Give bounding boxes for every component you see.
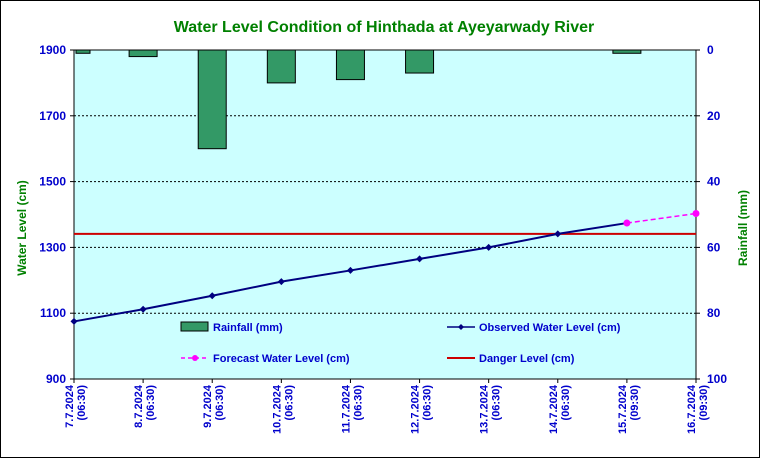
observed-water-level-series: [70, 219, 631, 325]
legend-item-danger: Danger Level (cm): [447, 353, 575, 365]
left-y-axis-title: Water Level (cm): [15, 180, 29, 276]
plot-area: [73, 49, 697, 380]
right-tick-label: 40: [707, 175, 721, 189]
left-tick-label: 1500: [39, 175, 66, 189]
observed-point: [416, 255, 424, 263]
rainfall-bar: [266, 49, 296, 84]
left-y-axis: 1900 1700 1500 1300 1100 900: [39, 43, 74, 386]
rainfall-bar: [335, 49, 365, 81]
x-tick-label: 7.7.2024(06:30): [64, 384, 88, 428]
legend-item-observed: Observed Water Level (cm): [447, 322, 621, 334]
chart-title: Water Level Condition of Hinthada at Aye…: [174, 19, 595, 36]
right-tick-label: 20: [707, 109, 721, 123]
legend: Rainfall (mm) Observed Water Level (cm) …: [180, 321, 621, 365]
legend-item-rainfall: Rainfall (mm): [180, 321, 283, 334]
rainfall-bar: [75, 49, 91, 54]
legend-label-observed: Observed Water Level (cm): [479, 322, 621, 334]
right-y-axis-title: Rainfall (mm): [736, 190, 750, 266]
x-tick-label: 10.7.2024(06:30): [271, 384, 295, 434]
forecast-point: [623, 219, 631, 227]
right-tick-label: 0: [707, 43, 714, 57]
observed-point: [277, 278, 285, 286]
observed-point: [70, 317, 78, 325]
x-tick-label: 12.7.2024(06:30): [410, 384, 434, 434]
x-axis: 7.7.2024(06:30) 8.7.2024(06:30) 9.7.2024(0…: [64, 379, 710, 434]
x-tick-label: 13.7.2024(06:30): [479, 384, 503, 434]
legend-swatch-rainfall: [180, 321, 209, 332]
forecast-water-level-series: [623, 210, 700, 227]
legend-marker-observed: [458, 324, 464, 330]
legend-label-rainfall: Rainfall (mm): [213, 322, 283, 334]
x-tick-label: 16.7.2024(09:30): [686, 384, 710, 434]
right-tick-label: 60: [707, 240, 721, 254]
left-tick-label: 1700: [39, 109, 66, 123]
x-tick-label: 8.7.2024(06:30): [133, 384, 157, 428]
forecast-line: [626, 212, 697, 224]
right-y-axis: 0 20 40 60 80 100: [696, 43, 727, 386]
rainfall-bar: [612, 49, 642, 54]
rainfall-bar: [128, 49, 158, 58]
left-tick-label: 1900: [39, 43, 66, 57]
x-tick-label: 11.7.2024(06:30): [340, 384, 364, 433]
rainfall-bar: [405, 49, 435, 74]
observed-point: [139, 305, 147, 313]
x-tick-label: 14.7.2024(06:30): [548, 384, 572, 434]
left-tick-label: 1300: [39, 240, 66, 254]
legend-label-danger: Danger Level (cm): [479, 353, 575, 365]
legend-marker-forecast: [192, 355, 198, 361]
left-tick-label: 900: [46, 372, 66, 386]
observed-point: [485, 243, 493, 251]
forecast-point: [692, 210, 700, 218]
x-tick-label: 15.7.2024(09:30): [617, 384, 641, 434]
legend-label-forecast: Forecast Water Level (cm): [213, 353, 350, 365]
legend-item-forecast: Forecast Water Level (cm): [181, 353, 350, 365]
left-tick-label: 1100: [40, 306, 66, 320]
right-tick-label: 80: [707, 306, 721, 320]
rainfall-bar: [197, 49, 227, 150]
observed-point: [208, 292, 216, 300]
observed-point: [346, 266, 354, 274]
right-tick-label: 100: [707, 372, 727, 386]
rainfall-bars: [75, 49, 642, 150]
observed-point: [554, 230, 562, 238]
x-tick-label: 9.7.2024(06:30): [202, 384, 226, 428]
